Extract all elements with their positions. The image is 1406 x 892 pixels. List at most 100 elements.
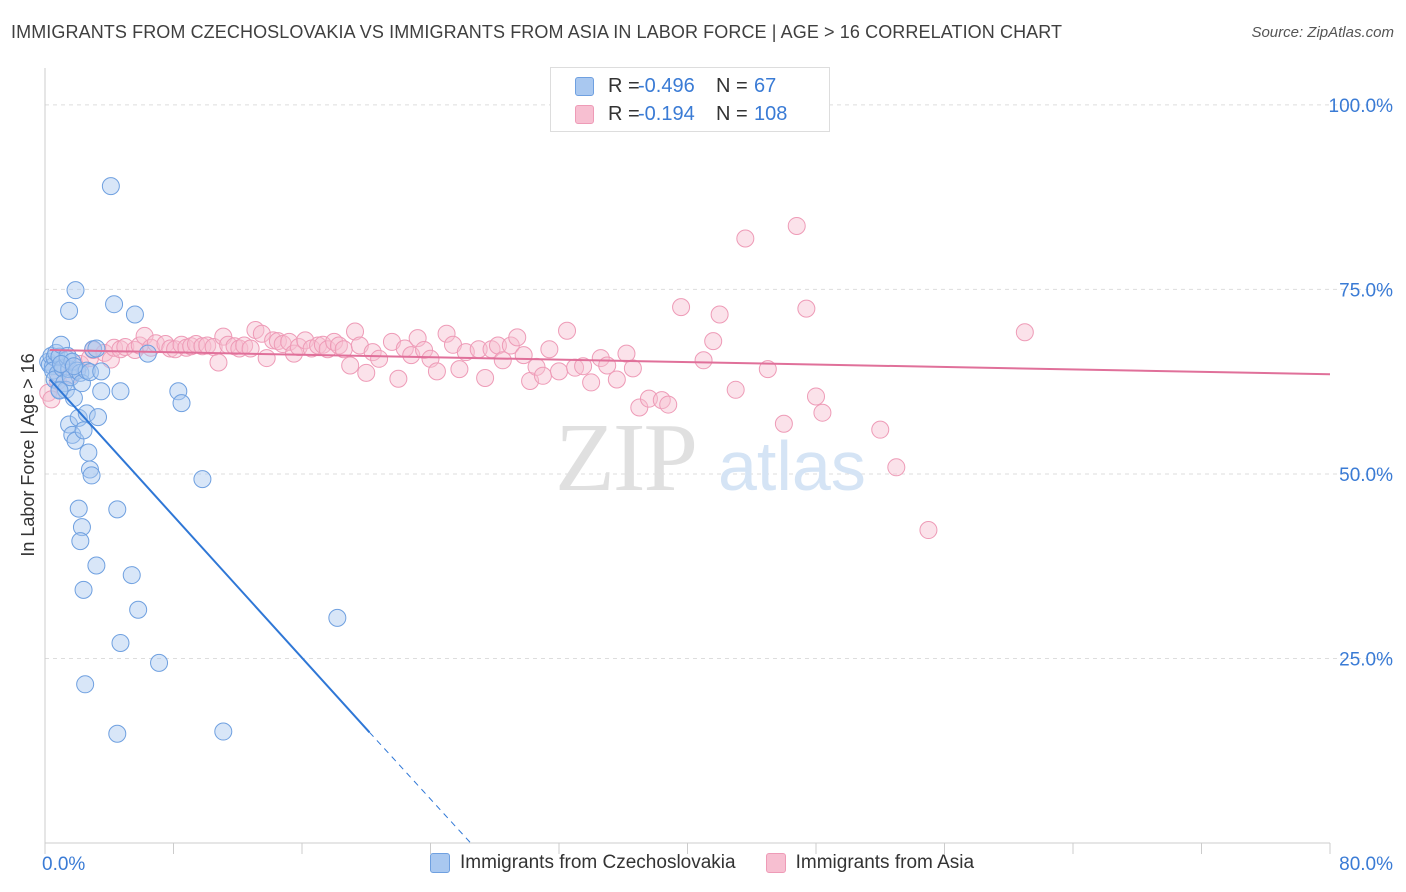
y-tick-label: 100.0% <box>1329 96 1394 117</box>
czech-point <box>169 382 188 401</box>
legend-n-value: 108 <box>754 102 788 125</box>
czech-point <box>64 357 83 376</box>
asia-point <box>871 420 890 439</box>
legend-n-value: 67 <box>754 74 777 97</box>
asia-point <box>1015 323 1034 342</box>
y-axis-label: In Labor Force | Age > 16 <box>18 353 38 556</box>
asia-point <box>408 329 427 348</box>
czech-point <box>150 653 169 672</box>
czech-point <box>138 344 157 363</box>
asia-point <box>427 362 446 381</box>
series-legend-label-asia: Immigrants from Asia <box>795 852 975 873</box>
czech-point <box>89 408 108 427</box>
asia-point <box>694 351 713 370</box>
czech-point <box>101 177 120 196</box>
czech-point <box>111 382 130 401</box>
czech-point <box>87 339 106 358</box>
asia-point <box>550 362 568 381</box>
series-legend-swatch-czech <box>430 853 450 873</box>
legend-n-label: N = <box>716 102 748 125</box>
czech-point <box>108 500 127 519</box>
chart-title: IMMIGRANTS FROM CZECHOSLOVAKIA VS IMMIGR… <box>11 22 1063 42</box>
asia-point <box>252 324 271 343</box>
asia-point <box>450 360 469 379</box>
y-tick-label: 25.0% <box>1339 649 1393 670</box>
czech-point <box>193 470 212 489</box>
asia-point <box>514 346 533 365</box>
asia-point <box>341 356 360 375</box>
asia-point <box>787 216 806 235</box>
czech-point <box>60 301 79 320</box>
czech-point <box>214 722 233 741</box>
axes <box>44 68 1331 854</box>
asia-point <box>264 331 283 350</box>
asia-point <box>704 332 723 351</box>
asia-point <box>919 521 938 540</box>
series-legend-asia[interactable]: Immigrants from Asia <box>765 852 975 874</box>
asia-point <box>774 414 793 433</box>
czech-point <box>63 425 82 444</box>
czech-point <box>61 368 80 387</box>
asia-point <box>209 353 228 372</box>
asia-point <box>807 387 825 406</box>
asia-point <box>659 395 678 414</box>
asia-point <box>318 340 337 359</box>
watermark: ZIP atlas <box>555 404 866 512</box>
grid-lines <box>45 104 1392 659</box>
czech-trend-line <box>49 378 371 733</box>
trend-lines <box>49 348 1331 844</box>
czech-point <box>92 382 111 401</box>
legend: R = -0.496 N = 67 R = -0.194 N = 108 <box>550 67 830 132</box>
watermark-atlas: atlas <box>718 427 866 505</box>
asia-point <box>346 322 365 341</box>
x-tick-label: 0.0% <box>42 854 85 875</box>
legend-swatch-czech <box>575 76 594 96</box>
asia-point <box>887 458 906 477</box>
asia-point <box>357 363 376 382</box>
asia-point <box>389 369 408 388</box>
asia-point <box>111 340 130 359</box>
series-legend-czech[interactable]: Immigrants from Czechoslovakia <box>430 852 736 874</box>
asia-point <box>591 349 610 368</box>
asia-point <box>476 369 495 387</box>
series-legend: Immigrants from Czechoslovakia Immigrant… <box>430 852 1004 874</box>
asia-point <box>540 340 559 359</box>
watermark-zip: ZIP <box>555 404 696 512</box>
asia-point <box>813 403 832 422</box>
asia-point <box>736 229 755 248</box>
y-tick-label: 50.0% <box>1339 465 1393 486</box>
asia-point <box>623 359 642 378</box>
asia-point <box>508 328 527 347</box>
x-tick-label: 80.0% <box>1339 854 1393 875</box>
asia-point <box>280 332 299 351</box>
czech-point <box>122 566 141 585</box>
czech-point <box>125 305 144 324</box>
asia-point <box>329 336 348 355</box>
czech-point <box>172 394 191 413</box>
czech-point <box>74 421 93 440</box>
asia-trend-line <box>49 348 1331 376</box>
series-asia-points <box>39 216 1034 540</box>
czech-point <box>76 675 95 694</box>
czech-point <box>108 724 127 743</box>
asia-point <box>257 349 276 368</box>
asia-point <box>726 380 745 399</box>
series-legend-swatch-asia <box>765 853 786 873</box>
asia-point <box>582 373 601 392</box>
czech-point <box>79 443 98 462</box>
asia-point <box>607 370 626 389</box>
asia-point <box>758 360 777 379</box>
asia-point <box>558 321 577 340</box>
series-legend-label-czech: Immigrants from Czechoslovakia <box>460 852 736 873</box>
legend-row-asia: R = -0.194 N = 108 <box>575 101 787 127</box>
legend-r-label: R = <box>608 102 640 125</box>
legend-row-czech: R = -0.496 N = 67 <box>575 73 776 99</box>
legend-r-value: -0.194 <box>638 102 695 125</box>
asia-point <box>797 299 816 318</box>
czech-point <box>111 633 130 652</box>
source-label: Source: ZipAtlas.com <box>1251 24 1394 41</box>
czech-point <box>77 404 96 423</box>
legend-r-label: R = <box>608 74 640 97</box>
asia-point <box>493 351 512 370</box>
